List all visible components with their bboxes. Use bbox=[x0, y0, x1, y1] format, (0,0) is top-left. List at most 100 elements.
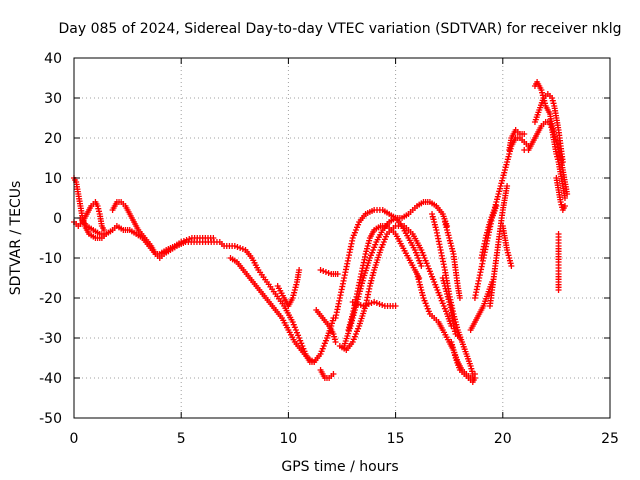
data-point bbox=[334, 271, 341, 277]
data-point bbox=[554, 153, 561, 160]
data-point bbox=[431, 279, 438, 285]
data-point bbox=[430, 276, 437, 283]
data-point bbox=[349, 315, 356, 321]
data-point bbox=[452, 319, 459, 325]
data-point bbox=[538, 87, 545, 93]
scatter-points bbox=[71, 79, 571, 385]
data-point bbox=[322, 269, 329, 275]
data-point bbox=[349, 339, 356, 345]
data-point bbox=[451, 313, 458, 320]
data-point bbox=[453, 321, 460, 328]
x-tick-label: 10 bbox=[279, 431, 297, 447]
data-point bbox=[504, 159, 511, 165]
data-point bbox=[369, 275, 376, 281]
data-point bbox=[366, 237, 373, 244]
series-trace-r bbox=[429, 211, 476, 377]
data-point bbox=[293, 281, 300, 288]
data-point bbox=[503, 161, 510, 168]
data-point bbox=[368, 300, 375, 306]
series-trace-ad bbox=[555, 231, 562, 293]
data-point bbox=[442, 308, 449, 315]
data-point bbox=[439, 300, 446, 307]
data-point bbox=[351, 333, 358, 340]
data-point bbox=[414, 252, 421, 259]
data-point bbox=[496, 185, 503, 192]
data-point bbox=[331, 333, 338, 340]
data-point bbox=[467, 363, 474, 369]
data-point bbox=[433, 284, 440, 291]
data-point bbox=[557, 199, 564, 205]
series-trace-i bbox=[313, 307, 339, 345]
data-point bbox=[416, 279, 423, 285]
y-tick-label: -30 bbox=[39, 331, 62, 347]
data-point bbox=[495, 191, 502, 197]
data-point bbox=[561, 203, 568, 209]
data-point bbox=[292, 284, 299, 291]
data-point bbox=[369, 272, 376, 279]
x-tick-label: 25 bbox=[601, 431, 619, 447]
data-point bbox=[319, 345, 326, 352]
data-point bbox=[351, 307, 358, 313]
data-point bbox=[421, 255, 428, 261]
data-point bbox=[500, 172, 507, 179]
data-point bbox=[448, 339, 455, 345]
data-point bbox=[504, 156, 511, 163]
data-point bbox=[504, 249, 511, 256]
data-point bbox=[429, 213, 436, 220]
series-trace-ac bbox=[553, 175, 568, 213]
x-axis-label: GPS time / hours bbox=[281, 459, 398, 475]
data-point bbox=[508, 263, 515, 269]
data-point bbox=[320, 343, 327, 349]
data-point bbox=[449, 245, 456, 252]
series-trace-y bbox=[506, 127, 528, 153]
data-point bbox=[350, 232, 357, 239]
data-point bbox=[349, 235, 356, 241]
data-point bbox=[446, 237, 453, 244]
x-tick-label: 5 bbox=[177, 431, 186, 447]
series-trace-q bbox=[448, 339, 478, 385]
y-tick-label: 0 bbox=[53, 211, 62, 227]
data-point bbox=[378, 244, 385, 251]
data-point bbox=[356, 288, 363, 295]
data-point bbox=[363, 248, 370, 255]
y-tick-label: 10 bbox=[44, 171, 62, 187]
y-tick-label: 30 bbox=[44, 91, 62, 107]
data-point bbox=[435, 289, 442, 296]
series-trace-x bbox=[499, 223, 515, 269]
series-trace-m bbox=[341, 215, 425, 349]
data-point bbox=[372, 241, 379, 248]
data-point bbox=[365, 301, 372, 307]
data-point bbox=[360, 303, 367, 309]
data-point bbox=[373, 300, 380, 306]
y-tick-label: -50 bbox=[39, 411, 62, 427]
data-point bbox=[382, 233, 389, 240]
data-point bbox=[352, 300, 359, 306]
data-point bbox=[291, 287, 298, 293]
data-point bbox=[364, 245, 371, 252]
data-point bbox=[367, 280, 374, 287]
chart-title: Day 085 of 2024, Sidereal Day-to-day VTE… bbox=[59, 21, 622, 37]
data-point bbox=[370, 247, 377, 253]
data-point bbox=[423, 260, 430, 267]
data-point bbox=[427, 271, 434, 277]
data-point bbox=[469, 368, 476, 375]
data-point bbox=[94, 203, 101, 209]
data-point bbox=[330, 331, 337, 337]
series-trace-aa bbox=[531, 79, 571, 197]
data-point bbox=[539, 89, 546, 96]
data-point bbox=[317, 267, 324, 273]
data-point bbox=[357, 285, 364, 292]
data-point bbox=[418, 263, 425, 269]
data-point bbox=[412, 249, 419, 256]
data-point bbox=[366, 255, 373, 261]
data-point bbox=[454, 324, 461, 331]
series-trace-e bbox=[227, 255, 318, 365]
data-point bbox=[429, 211, 436, 217]
data-point bbox=[505, 252, 512, 259]
data-point bbox=[446, 235, 453, 241]
data-point bbox=[419, 289, 426, 296]
data-point bbox=[414, 273, 421, 280]
data-point bbox=[231, 243, 238, 249]
data-point bbox=[430, 216, 437, 223]
